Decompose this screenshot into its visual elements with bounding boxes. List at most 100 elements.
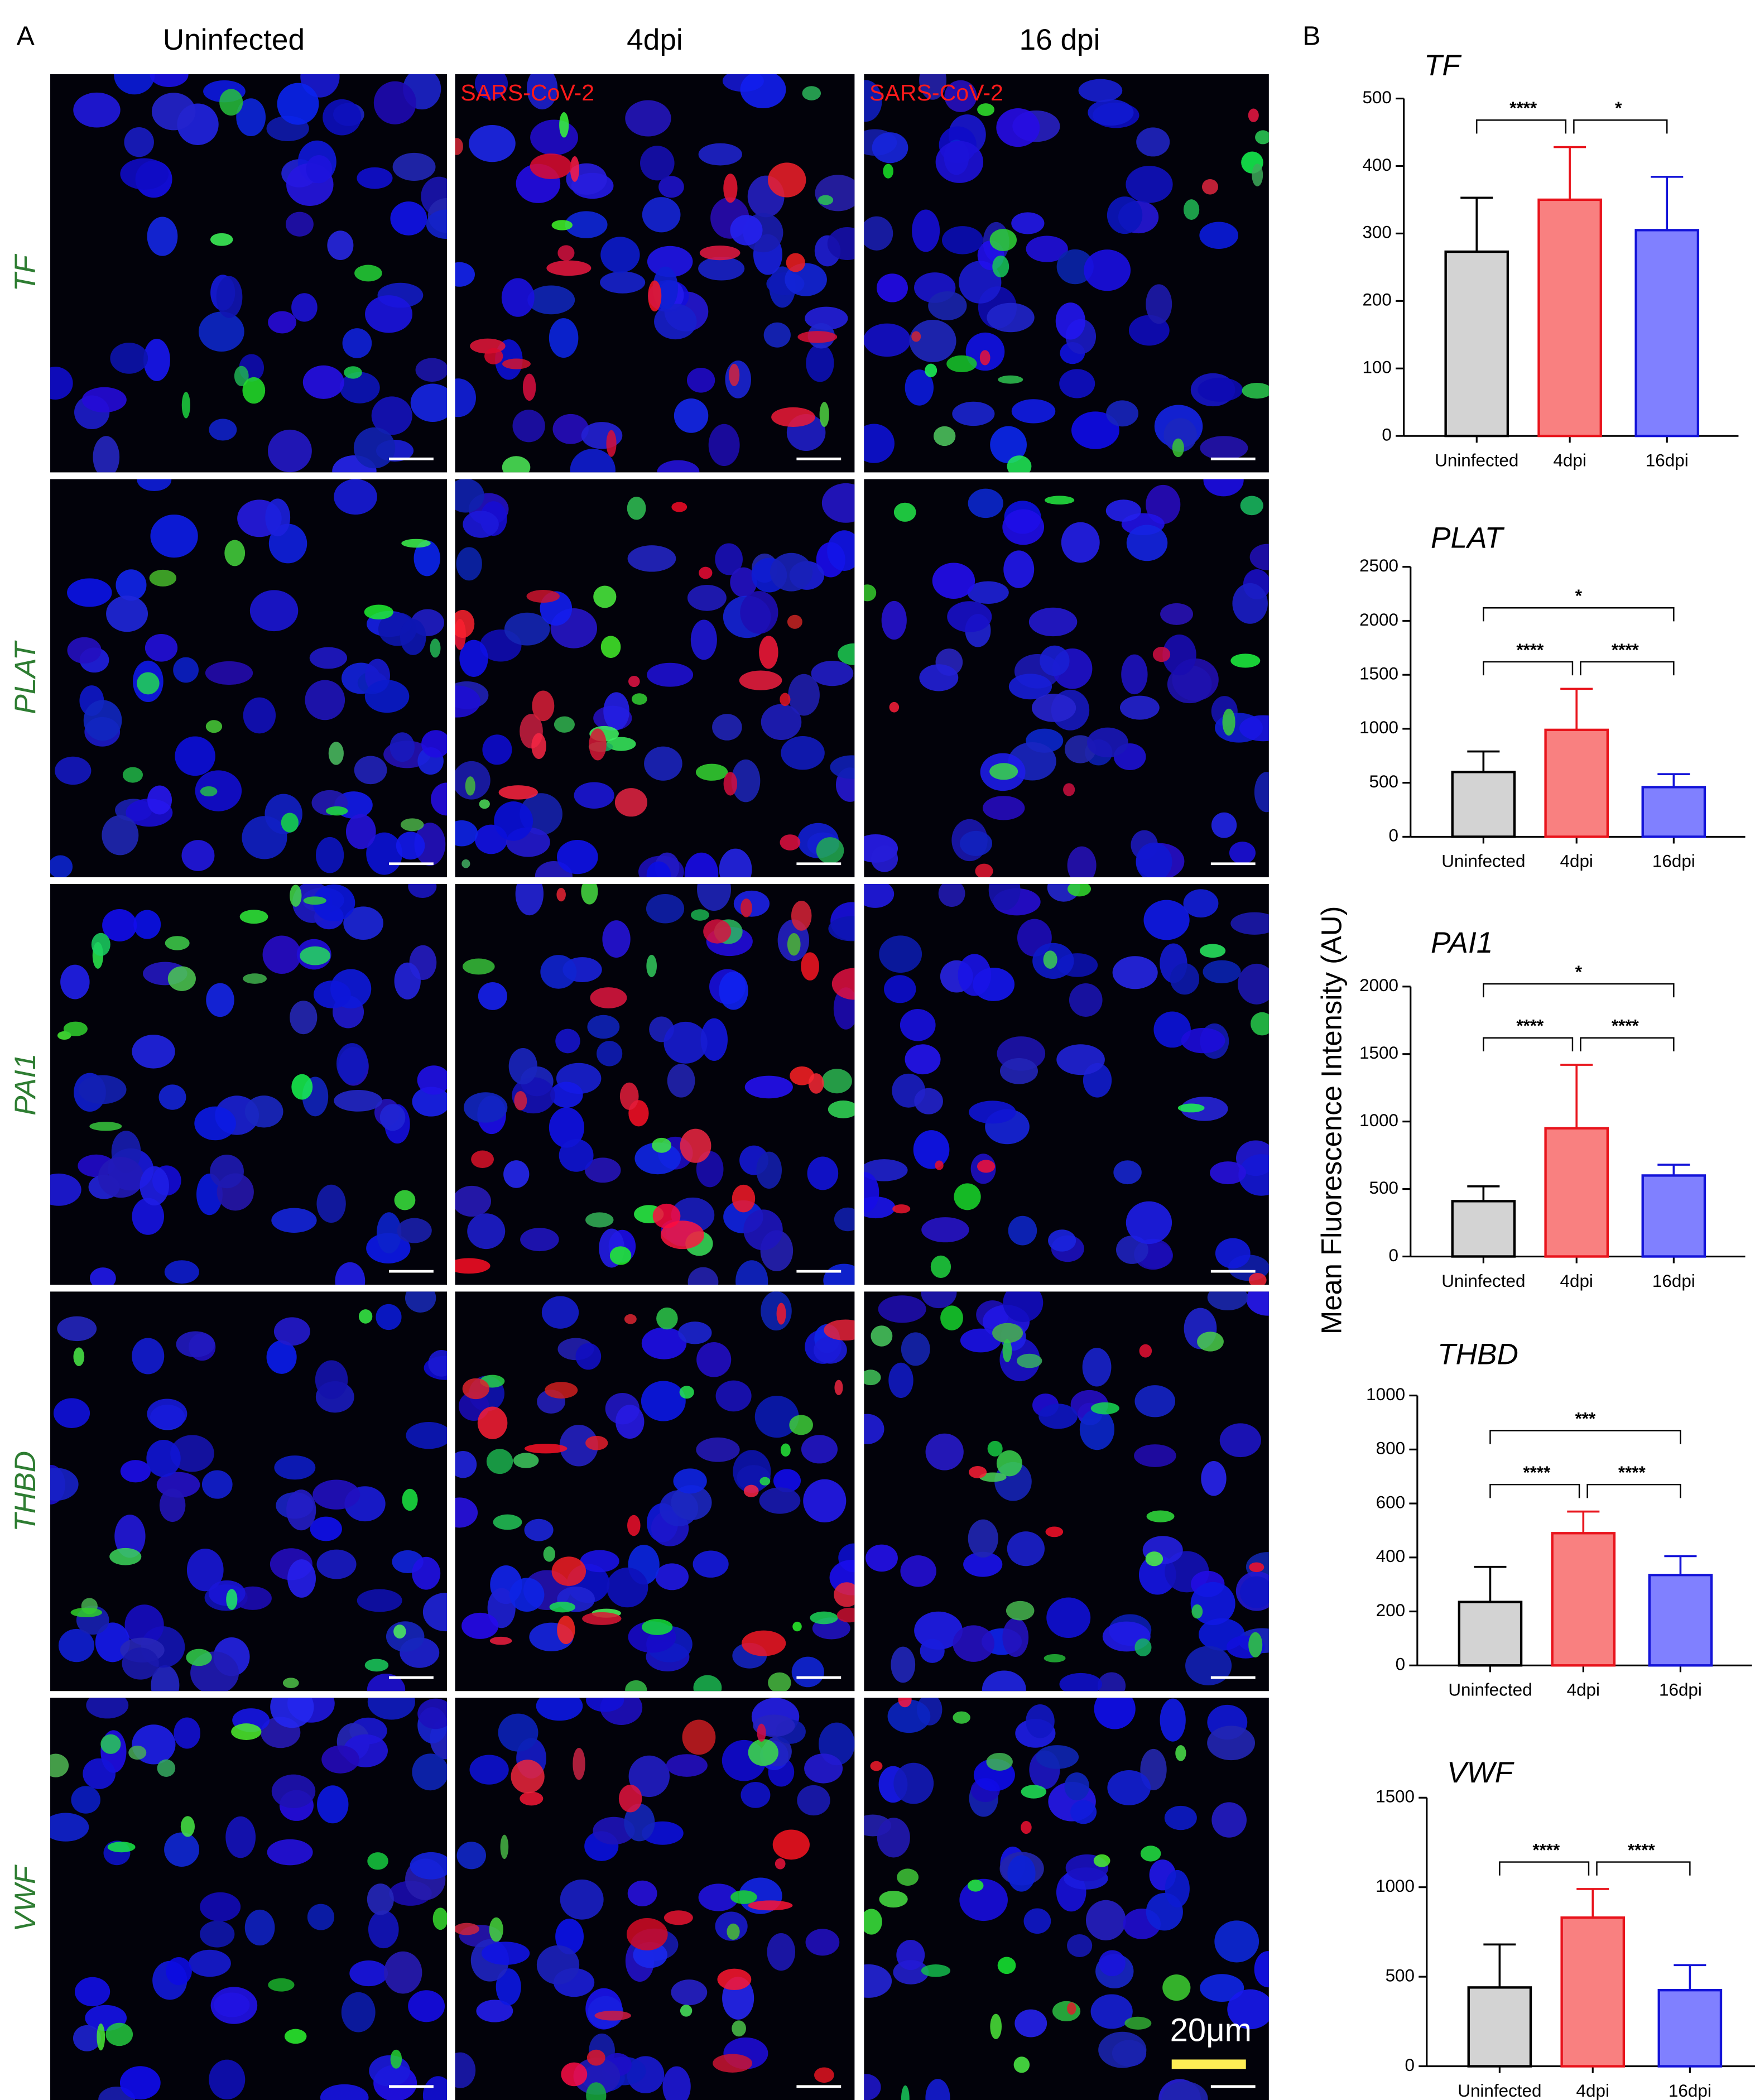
- nucleus: [686, 367, 715, 393]
- nucleus: [1059, 1673, 1103, 1691]
- nucleus: [715, 543, 743, 575]
- green-signal: [925, 363, 937, 377]
- nucleus: [164, 1832, 200, 1867]
- nucleus: [1203, 479, 1244, 497]
- nucleus: [431, 782, 448, 816]
- nucleus: [823, 1263, 855, 1285]
- nucleus: [914, 1088, 943, 1114]
- nucleus: [719, 971, 748, 1010]
- red-signal: [626, 1918, 668, 1950]
- green-signal: [864, 1369, 881, 1386]
- red-signal: [585, 1435, 608, 1450]
- green-signal: [231, 1723, 262, 1740]
- green-signal: [992, 255, 1009, 278]
- nucleus: [815, 175, 855, 212]
- nucleus: [181, 840, 215, 871]
- green-signal: [432, 1907, 448, 1930]
- nucleus: [120, 1460, 151, 1483]
- red-signal: [477, 1406, 508, 1439]
- significance-bracket: [1499, 1861, 1590, 1876]
- nucleus: [600, 237, 640, 273]
- green-signal: [954, 1183, 981, 1210]
- nucleus: [662, 2066, 691, 2100]
- y-tick-label: 500: [1369, 772, 1398, 791]
- nucleus: [1160, 603, 1193, 625]
- nucleus: [587, 1015, 620, 1039]
- nucleus: [715, 1380, 752, 1412]
- nucleus: [982, 796, 1025, 820]
- nucleus: [334, 479, 377, 515]
- bar-chart: PLAT 0 500 1000 1500 2000 2500 Uninfected 4dpi 16…: [1359, 521, 1746, 871]
- nucleus: [50, 1173, 81, 1206]
- x-tick-label: Uninfected: [1448, 1680, 1532, 1700]
- nucleus: [864, 1172, 879, 1213]
- red-signal: [748, 1900, 793, 1911]
- nucleus: [1134, 1444, 1176, 1467]
- nucleus: [463, 1092, 508, 1123]
- nucleus: [655, 1563, 689, 1590]
- nucleus: [663, 1021, 708, 1064]
- nucleus: [1199, 222, 1239, 249]
- nucleus: [1048, 1229, 1076, 1252]
- nucleus: [1207, 1291, 1248, 1310]
- y-tick-label: 500: [1362, 88, 1391, 107]
- nucleus: [273, 1317, 310, 1346]
- bar: [1544, 728, 1609, 838]
- green-signal: [367, 1852, 388, 1870]
- nucleus: [174, 1717, 201, 1749]
- red-signal: [680, 1128, 711, 1163]
- nucleus: [658, 176, 684, 198]
- nucleus: [1094, 1698, 1136, 1729]
- nucleus: [166, 1957, 192, 1986]
- nucleus: [1239, 1576, 1269, 1608]
- nucleus: [57, 1316, 97, 1342]
- bar-chart: PAI1 0 500 1000 1500 2000 Uninfected 4dpi 16dpi *…: [1359, 926, 1746, 1291]
- red-signal: [545, 1382, 578, 1399]
- nucleus: [1190, 1582, 1235, 1626]
- red-signal: [455, 1923, 479, 1935]
- nucleus: [216, 276, 243, 318]
- nucleus: [321, 1745, 359, 1774]
- nucleus: [175, 736, 215, 776]
- nucleus: [1254, 772, 1269, 813]
- nucleus: [390, 201, 427, 236]
- nucleus: [1121, 654, 1148, 695]
- red-signal: [606, 430, 617, 457]
- bar: [1537, 198, 1602, 438]
- red-signal: [703, 919, 732, 944]
- nucleus: [1026, 236, 1068, 262]
- nucleus: [1106, 400, 1139, 427]
- nucleus: [285, 212, 314, 237]
- red-signal: [1248, 108, 1259, 122]
- green-signal: [513, 1453, 539, 1468]
- nucleus: [339, 372, 380, 403]
- nucleus: [526, 74, 558, 110]
- green-signal: [157, 1759, 176, 1777]
- nucleus: [733, 890, 770, 917]
- micrograph: [864, 1291, 1269, 1691]
- cells: [50, 1291, 448, 1691]
- nucleus: [53, 1398, 90, 1428]
- nucleus: [524, 1518, 554, 1541]
- green-signal: [303, 896, 326, 905]
- nucleus: [1069, 983, 1103, 1017]
- red-signal: [969, 1466, 987, 1478]
- nucleus: [1107, 196, 1143, 234]
- significance-label: ****: [1612, 1016, 1639, 1036]
- nucleus: [928, 291, 967, 320]
- nucleus: [1011, 212, 1045, 234]
- nucleus: [573, 2058, 621, 2095]
- nucleus: [866, 1544, 898, 1572]
- red-signal: [614, 788, 648, 817]
- nucleus: [383, 1951, 422, 1994]
- nucleus: [302, 365, 344, 399]
- red-signal: [531, 733, 546, 760]
- nucleus: [549, 318, 579, 358]
- nucleus: [878, 1295, 926, 1323]
- nucleus: [132, 1338, 165, 1375]
- green-signal: [181, 392, 190, 419]
- nucleus: [909, 319, 956, 363]
- green-signal: [780, 1443, 791, 1457]
- nucleus: [357, 167, 393, 189]
- nucleus: [761, 704, 802, 741]
